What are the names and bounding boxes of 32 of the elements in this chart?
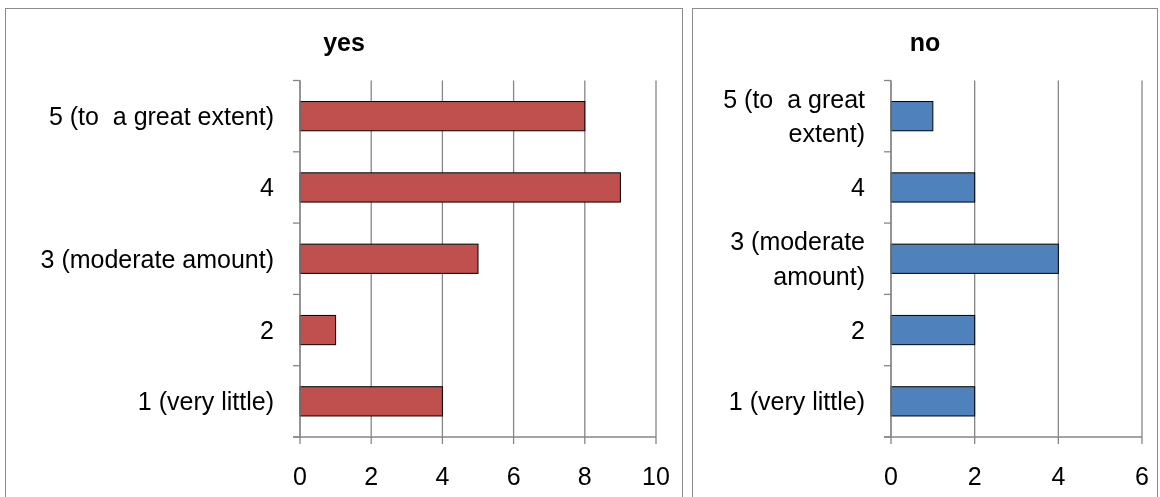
bar (890, 386, 976, 417)
x-tick-label: 0 (884, 462, 898, 490)
bar (299, 172, 621, 203)
bar (890, 314, 976, 346)
x-tick-label: 2 (364, 462, 379, 490)
x-tick-label: 6 (1135, 462, 1149, 490)
bar (299, 101, 586, 132)
x-tick-label: 2 (967, 462, 982, 490)
x-tick-label: 4 (1051, 462, 1066, 490)
y-tick-label: 4 (851, 173, 866, 202)
y-tick-label: 5 (to a great extent) (723, 84, 866, 148)
y-tick-label: 5 (to a great extent) (48, 101, 274, 130)
bar (890, 172, 976, 203)
y-tick-label: 3 (moderate amount) (730, 227, 865, 290)
y-tick-label: 1 (very little) (728, 387, 865, 416)
y-tick-label: 2 (851, 315, 865, 344)
chart-title: yes (323, 28, 365, 56)
bar (890, 101, 934, 132)
x-tick-label: 0 (293, 462, 307, 490)
bar (299, 314, 337, 346)
y-tick-label: 1 (very little) (137, 387, 274, 416)
x-tick-label: 10 (642, 462, 670, 490)
y-tick-label: 2 (260, 315, 274, 344)
y-tick-label: 4 (260, 173, 275, 202)
bar (299, 386, 443, 417)
x-tick-label: 8 (577, 462, 592, 490)
bar (299, 243, 479, 274)
chart-title: no (909, 28, 941, 56)
bar (890, 243, 1059, 274)
x-tick-label: 4 (435, 462, 450, 490)
x-tick-label: 6 (506, 462, 521, 490)
y-tick-label: 3 (moderate amount) (40, 244, 274, 273)
